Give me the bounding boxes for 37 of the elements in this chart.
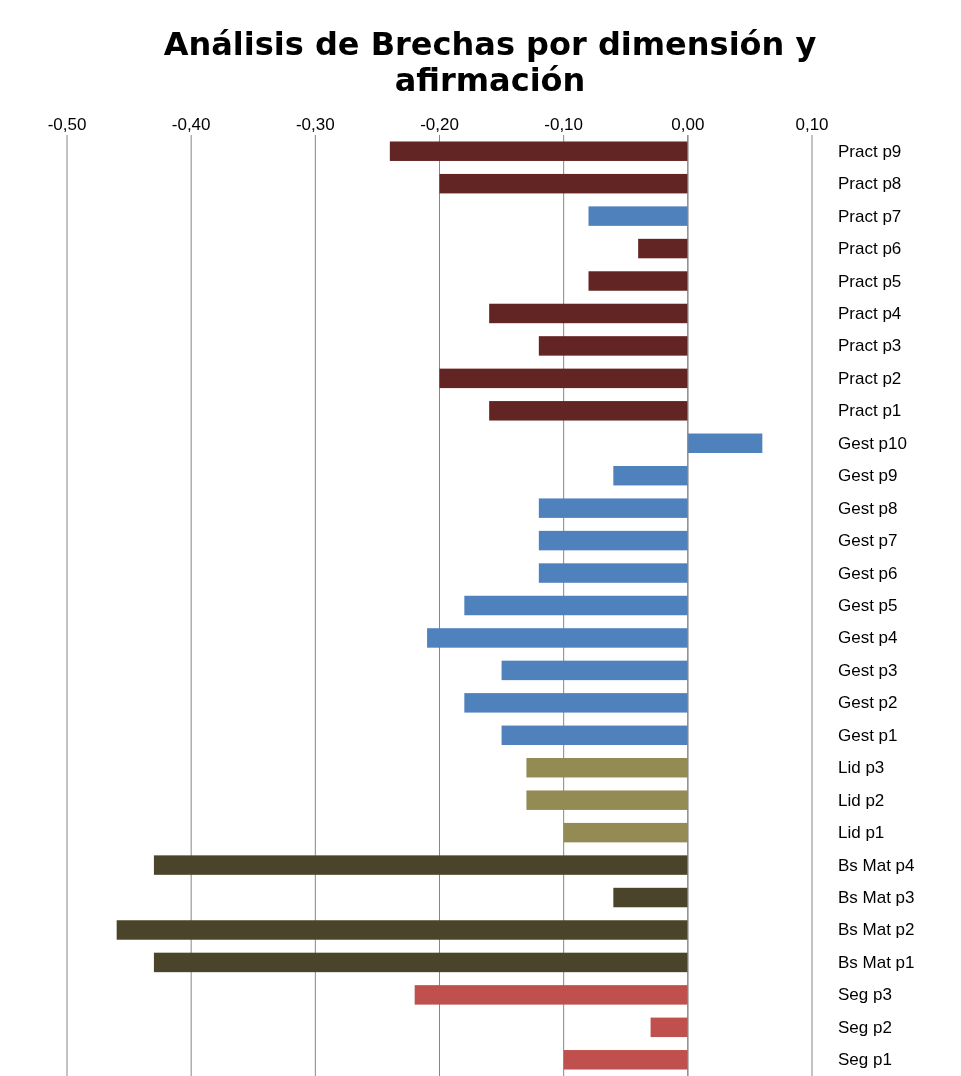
y-tick-label: Pract p1 [838, 401, 902, 421]
y-tick-label: Seg p3 [838, 985, 892, 1005]
y-tick-label: Bs Mat p1 [838, 952, 915, 972]
y-tick-label: Gest p9 [838, 466, 898, 486]
y-tick-label: Lid p2 [838, 790, 885, 810]
y-tick-label: Seg p2 [838, 1017, 892, 1037]
y-tick-label: Gest p4 [838, 628, 898, 648]
y-tick-label: Seg p1 [838, 1050, 892, 1070]
y-tick-label: Pract p2 [838, 368, 902, 388]
y-tick-label: Gest p5 [838, 596, 898, 615]
x-tick-label: 0,00 [671, 115, 705, 134]
y-tick-label: Bs Mat p3 [838, 888, 915, 908]
y-tick-label: Gest p2 [838, 693, 898, 713]
y-tick-label: Gest p1 [838, 725, 898, 745]
y-tick-label: Lid p3 [838, 758, 885, 778]
y-tick-label: Gest p3 [838, 660, 898, 680]
y-tick-label: Pract p6 [838, 239, 902, 259]
y-tick-label: Gest p6 [838, 563, 898, 583]
x-tick-label: 0,10 [795, 115, 829, 134]
chart-title: Análisis de Brechas por dimensión y afirmación [163, 25, 817, 99]
y-tick-label: Gest p7 [838, 531, 898, 551]
y-tick-label: Pract p4 [838, 303, 902, 323]
x-tick-label: -0,10 [544, 115, 584, 134]
x-tick-label: -0,50 [47, 115, 87, 134]
y-tick-label: Pract p8 [838, 174, 902, 194]
y-tick-label: Bs Mat p4 [838, 855, 915, 875]
x-tick-label: -0,30 [295, 115, 335, 134]
y-tick-label: Lid p1 [838, 823, 885, 843]
y-tick-label: Gest p10 [838, 433, 907, 453]
x-tick-label: -0,20 [420, 115, 459, 134]
y-tick-label: Gest p8 [838, 498, 898, 518]
y-tick-label: Pract p3 [838, 336, 902, 356]
x-tick-label: -0,40 [171, 115, 211, 134]
y-tick-label: Pract p7 [838, 206, 902, 226]
y-tick-label: Bs Mat p2 [838, 920, 915, 940]
y-tick-label: Pract p5 [838, 271, 902, 291]
y-tick-label: Pract p9 [838, 141, 902, 161]
